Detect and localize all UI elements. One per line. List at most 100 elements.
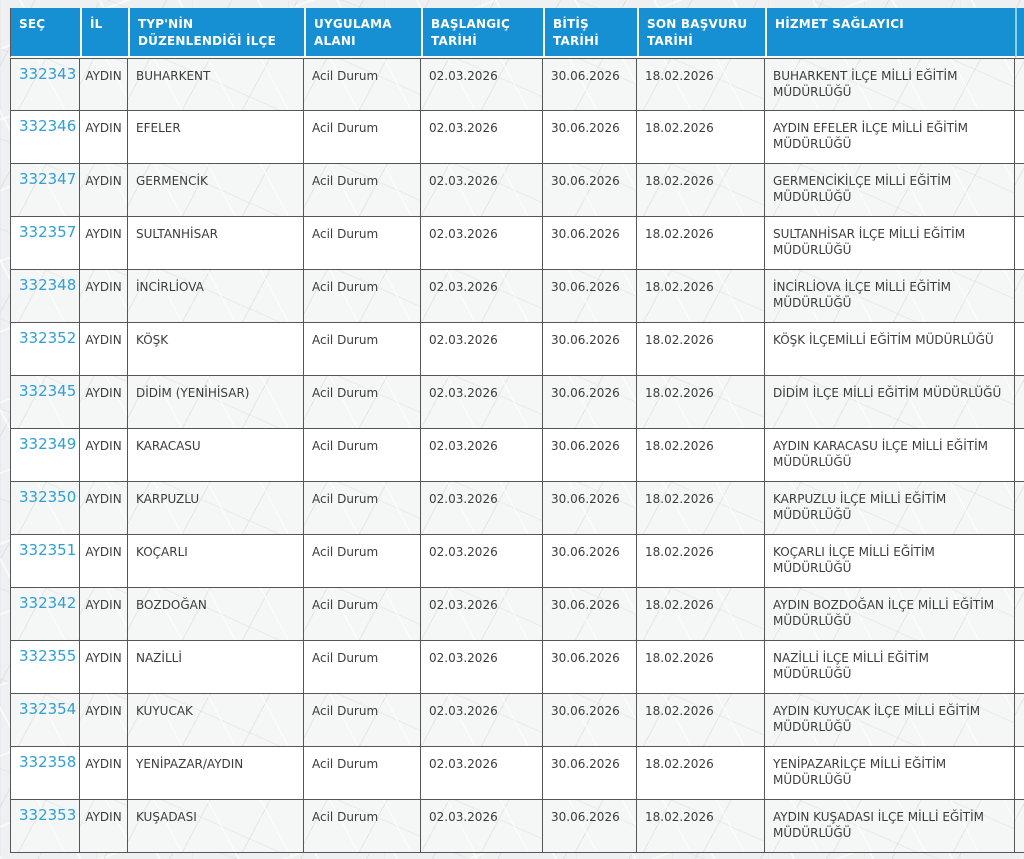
cell-hizmet-saglayici: KARPUZLU İLÇE MİLLİ EĞİTİM MÜDÜRLÜĞÜ bbox=[765, 482, 1015, 535]
cell-uygulama-alani: Acil Durum bbox=[304, 429, 421, 482]
cell-uygulama-alani: Acil Durum bbox=[304, 747, 421, 800]
cell-il: AYDIN bbox=[80, 111, 128, 164]
table-header: SEÇ İL TYP'NİN DÜZENLENDİĞİ İLÇE UYGULAM… bbox=[10, 8, 1024, 58]
cell-ilce: KOÇARLI bbox=[128, 535, 304, 588]
cell-uygulama-alani: Acil Durum bbox=[304, 323, 421, 376]
cell-hizmet-saglayici: AYDIN KARACASU İLÇE MİLLİ EĞİTİM MÜDÜRLÜ… bbox=[765, 429, 1015, 482]
cell-hizmet-saglayici: AYDIN KUŞADASI İLÇE MİLLİ EĞİTİM MÜDÜRLÜ… bbox=[765, 800, 1015, 853]
cell-uygulama-alani: Acil Durum bbox=[304, 694, 421, 747]
cell-ilce: BUHARKENT bbox=[128, 58, 304, 111]
cell-sec: 332351 bbox=[10, 535, 80, 588]
sec-link[interactable]: 332353 bbox=[19, 806, 77, 824]
cell-il: AYDIN bbox=[80, 376, 128, 429]
header-sec: SEÇ bbox=[10, 8, 80, 58]
table-row: 332350 AYDIN KARPUZLU Acil Durum 02.03.2026 3… bbox=[10, 482, 1024, 535]
sec-link[interactable]: 332345 bbox=[19, 382, 77, 400]
cell-extra-clipped bbox=[1015, 800, 1024, 853]
header-bitis: BİTİŞ TARİHİ bbox=[543, 8, 637, 58]
cell-extra-clipped bbox=[1015, 323, 1024, 376]
cell-ilce: KARACASU bbox=[128, 429, 304, 482]
cell-hizmet-saglayici: İNCİRLİOVA İLÇE MİLLİ EĞİTİM MÜDÜRLÜĞÜ bbox=[765, 270, 1015, 323]
cell-son-basvuru-tarihi: 18.02.2026 bbox=[637, 747, 765, 800]
cell-uygulama-alani: Acil Durum bbox=[304, 535, 421, 588]
cell-bitis-tarihi: 30.06.2026 bbox=[543, 535, 637, 588]
sec-link[interactable]: 332351 bbox=[19, 541, 77, 559]
table-row: 332355 AYDIN NAZİLLİ Acil Durum 02.03.2026 30… bbox=[10, 641, 1024, 694]
cell-extra-clipped bbox=[1015, 164, 1024, 217]
cell-son-basvuru-tarihi: 18.02.2026 bbox=[637, 535, 765, 588]
cell-baslangic-tarihi: 02.03.2026 bbox=[421, 376, 543, 429]
course-listing-table: SEÇ İL TYP'NİN DÜZENLENDİĞİ İLÇE UYGULAM… bbox=[10, 8, 1024, 853]
cell-il: AYDIN bbox=[80, 800, 128, 853]
sec-link[interactable]: 332348 bbox=[19, 276, 77, 294]
cell-hizmet-saglayici: AYDIN EFELER İLÇE MİLLİ EĞİTİM MÜDÜRLÜĞÜ bbox=[765, 111, 1015, 164]
cell-bitis-tarihi: 30.06.2026 bbox=[543, 270, 637, 323]
table-row: 332345 AYDIN DİDİM (YENİHİSAR) Acil Durum 02… bbox=[10, 376, 1024, 429]
cell-il: AYDIN bbox=[80, 429, 128, 482]
sec-link[interactable]: 332343 bbox=[19, 65, 77, 83]
cell-bitis-tarihi: 30.06.2026 bbox=[543, 111, 637, 164]
cell-il: AYDIN bbox=[80, 164, 128, 217]
cell-baslangic-tarihi: 02.03.2026 bbox=[421, 217, 543, 270]
sec-link[interactable]: 332342 bbox=[19, 594, 77, 612]
cell-sec: 332358 bbox=[10, 747, 80, 800]
cell-il: AYDIN bbox=[80, 270, 128, 323]
sec-link[interactable]: 332346 bbox=[19, 117, 77, 135]
cell-son-basvuru-tarihi: 18.02.2026 bbox=[637, 376, 765, 429]
cell-bitis-tarihi: 30.06.2026 bbox=[543, 58, 637, 111]
cell-sec: 332349 bbox=[10, 429, 80, 482]
cell-bitis-tarihi: 30.06.2026 bbox=[543, 800, 637, 853]
cell-extra-clipped bbox=[1015, 58, 1024, 111]
cell-extra-clipped bbox=[1015, 535, 1024, 588]
cell-sec: 332357 bbox=[10, 217, 80, 270]
sec-link[interactable]: 332358 bbox=[19, 753, 77, 771]
table-row: 332353 AYDIN KUŞADASI Acil Durum 02.03.2026 3… bbox=[10, 800, 1024, 853]
table-body: 332343 AYDIN BUHARKENT Acil Durum 02.03.2026… bbox=[10, 58, 1024, 853]
cell-uygulama-alani: Acil Durum bbox=[304, 588, 421, 641]
cell-il: AYDIN bbox=[80, 535, 128, 588]
cell-hizmet-saglayici: AYDIN KUYUCAK İLÇE MİLLİ EĞİTİM MÜDÜRLÜĞ… bbox=[765, 694, 1015, 747]
cell-uygulama-alani: Acil Durum bbox=[304, 217, 421, 270]
sec-link[interactable]: 332350 bbox=[19, 488, 77, 506]
cell-ilce: NAZİLLİ bbox=[128, 641, 304, 694]
cell-baslangic-tarihi: 02.03.2026 bbox=[421, 429, 543, 482]
cell-son-basvuru-tarihi: 18.02.2026 bbox=[637, 58, 765, 111]
cell-il: AYDIN bbox=[80, 217, 128, 270]
cell-ilce: KARPUZLU bbox=[128, 482, 304, 535]
cell-bitis-tarihi: 30.06.2026 bbox=[543, 217, 637, 270]
cell-baslangic-tarihi: 02.03.2026 bbox=[421, 164, 543, 217]
cell-baslangic-tarihi: 02.03.2026 bbox=[421, 482, 543, 535]
cell-sec: 332350 bbox=[10, 482, 80, 535]
sec-link[interactable]: 332355 bbox=[19, 647, 77, 665]
table-row: 332357 AYDIN SULTANHİSAR Acil Durum 02.03.20… bbox=[10, 217, 1024, 270]
cell-il: AYDIN bbox=[80, 323, 128, 376]
cell-extra-clipped bbox=[1015, 111, 1024, 164]
cell-extra-clipped bbox=[1015, 694, 1024, 747]
cell-baslangic-tarihi: 02.03.2026 bbox=[421, 641, 543, 694]
cell-son-basvuru-tarihi: 18.02.2026 bbox=[637, 694, 765, 747]
cell-hizmet-saglayici: NAZİLLİ İLÇE MİLLİ EĞİTİM MÜDÜRLÜĞÜ bbox=[765, 641, 1015, 694]
sec-link[interactable]: 332354 bbox=[19, 700, 77, 718]
header-row: SEÇ İL TYP'NİN DÜZENLENDİĞİ İLÇE UYGULAM… bbox=[10, 8, 1024, 58]
cell-uygulama-alani: Acil Durum bbox=[304, 164, 421, 217]
cell-ilce: KÖŞK bbox=[128, 323, 304, 376]
cell-il: AYDIN bbox=[80, 588, 128, 641]
cell-baslangic-tarihi: 02.03.2026 bbox=[421, 694, 543, 747]
sec-link[interactable]: 332357 bbox=[19, 223, 77, 241]
table-row: 332358 AYDIN YENİPAZAR/AYDIN Acil Durum 02.0… bbox=[10, 747, 1024, 800]
sec-link[interactable]: 332349 bbox=[19, 435, 77, 453]
cell-sec: 332348 bbox=[10, 270, 80, 323]
table-row: 332347 AYDIN GERMENCİK Acil Durum 02.03.2026… bbox=[10, 164, 1024, 217]
cell-son-basvuru-tarihi: 18.02.2026 bbox=[637, 217, 765, 270]
cell-uygulama-alani: Acil Durum bbox=[304, 270, 421, 323]
header-son-basvuru: SON BAŞVURU TARİHİ bbox=[637, 8, 765, 58]
table-row: 332342 AYDIN BOZDOĞAN Acil Durum 02.03.2026 3… bbox=[10, 588, 1024, 641]
header-ilce: TYP'NİN DÜZENLENDİĞİ İLÇE bbox=[128, 8, 304, 58]
cell-extra-clipped bbox=[1015, 482, 1024, 535]
cell-hizmet-saglayici: KÖŞK İLÇEMİLLİ EĞİTİM MÜDÜRLÜĞÜ bbox=[765, 323, 1015, 376]
sec-link[interactable]: 332352 bbox=[19, 329, 77, 347]
sec-link[interactable]: 332347 bbox=[19, 170, 77, 188]
table-row: 332349 AYDIN KARACASU Acil Durum 02.03.2026 3… bbox=[10, 429, 1024, 482]
cell-ilce: KUŞADASI bbox=[128, 800, 304, 853]
cell-bitis-tarihi: 30.06.2026 bbox=[543, 747, 637, 800]
